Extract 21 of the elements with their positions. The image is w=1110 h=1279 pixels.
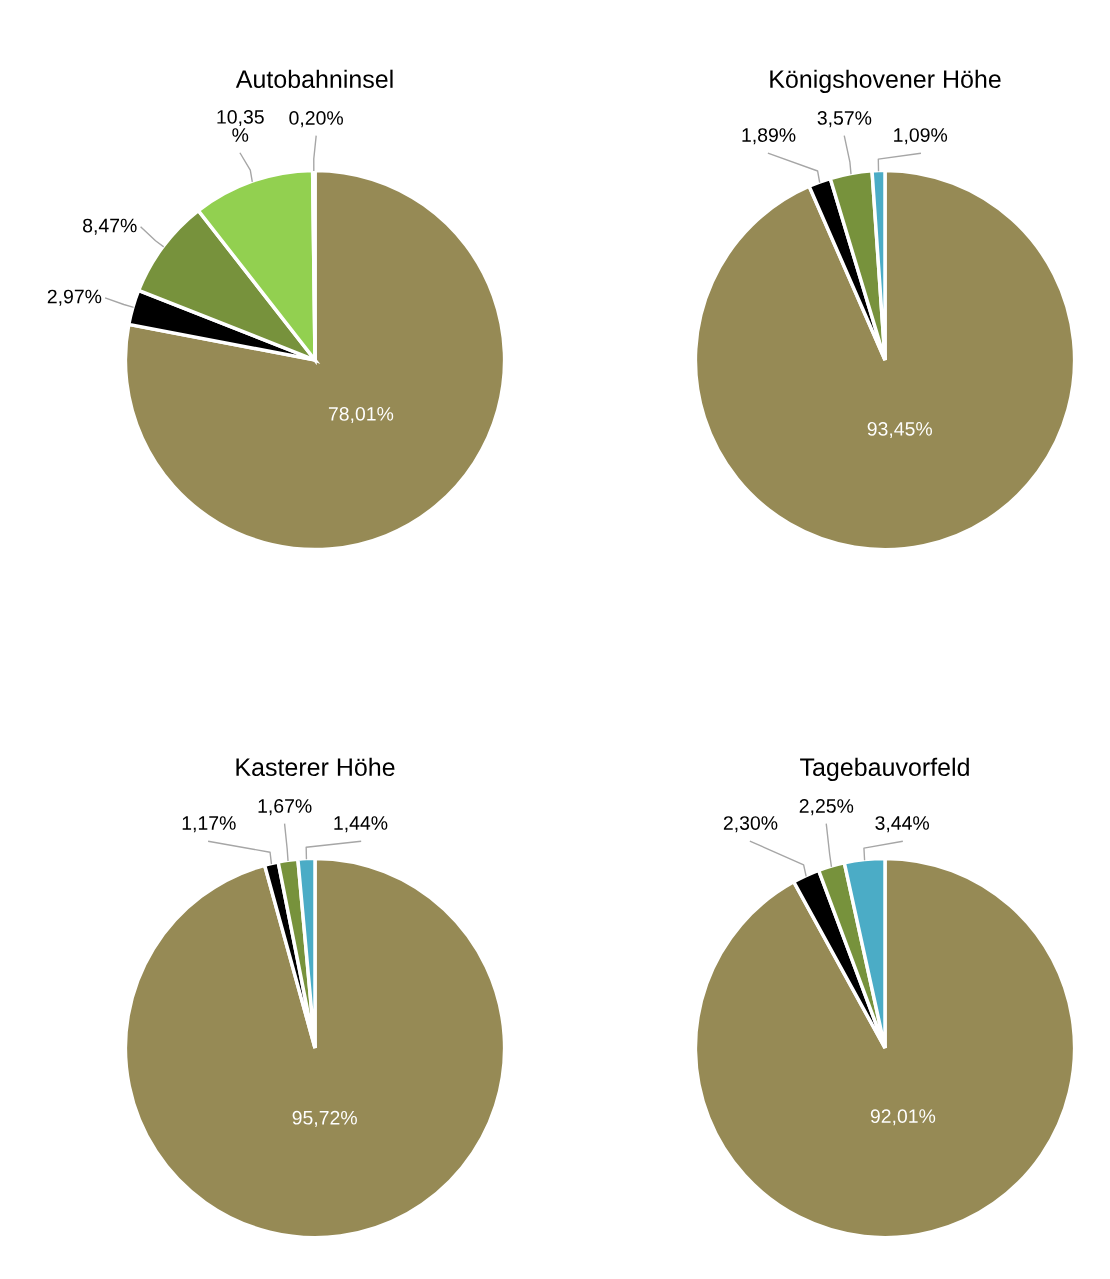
chart-title: Kasterer Höhe <box>236 757 395 777</box>
data-label: 1,67% <box>258 799 312 816</box>
chart-title: Autobahninsel <box>235 69 393 89</box>
chart-title: Königshovener Höhe <box>770 69 1001 93</box>
data-label: 93,45% <box>867 421 933 439</box>
data-label: 10,35 % <box>217 110 264 142</box>
data-label: 78,01% <box>328 406 394 424</box>
data-label: 1,09% <box>894 128 948 145</box>
data-label: 92,01% <box>870 1109 936 1126</box>
data-label: 2,97% <box>47 289 102 306</box>
data-label: 2,30% <box>723 816 778 833</box>
data-label: 1,44% <box>334 816 388 833</box>
chart-title: Tagebauvorfeld <box>800 757 969 781</box>
data-label: 95,72% <box>292 1110 357 1127</box>
data-label: 3,57% <box>817 111 872 128</box>
data-label: 1,89% <box>742 128 796 145</box>
data-label: 0,20% <box>289 111 343 128</box>
data-label: 8,47% <box>83 218 137 235</box>
data-label: 1,17% <box>182 816 236 833</box>
data-label: 3,44% <box>875 816 930 833</box>
data-label: 2,25% <box>799 799 854 816</box>
